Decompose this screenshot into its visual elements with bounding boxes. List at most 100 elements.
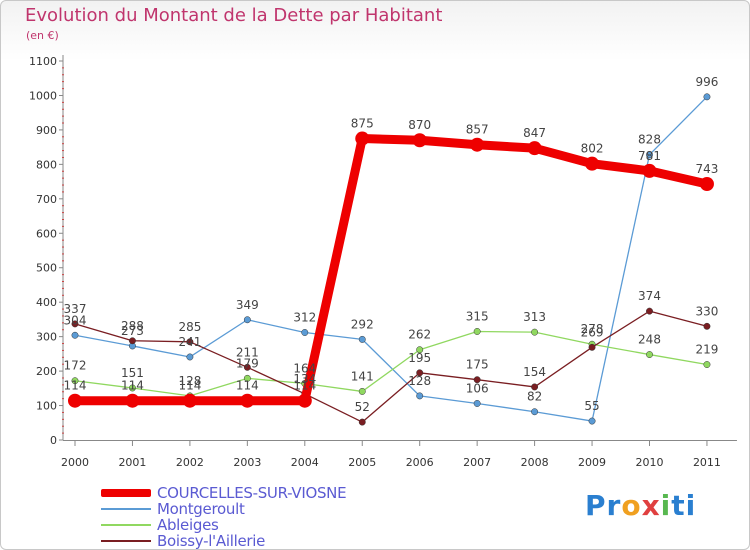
data-point (527, 141, 542, 156)
data-label: 55 (584, 399, 599, 413)
data-point (416, 369, 424, 377)
data-label: 278 (581, 322, 604, 336)
data-label: 211 (236, 345, 259, 359)
data-label: 315 (466, 309, 489, 323)
y-tick-label: 900 (36, 124, 57, 137)
data-label: 164 (293, 361, 316, 375)
x-tick-label: 2002 (176, 456, 204, 469)
legend-label: COURCELLES-SUR-VIOSNE (157, 484, 347, 502)
data-label: 114 (121, 379, 144, 393)
data-point (301, 329, 309, 336)
data-point (186, 353, 194, 361)
data-point (642, 163, 657, 178)
data-point (71, 331, 79, 339)
data-label: 870 (408, 118, 431, 132)
legend-swatch (101, 508, 151, 510)
y-tick-label: 700 (36, 193, 57, 206)
data-label: 349 (236, 298, 259, 312)
data-point (358, 335, 366, 343)
x-tick-label: 2011 (693, 456, 721, 469)
unit-label: (en €) (26, 29, 59, 42)
data-label: 114 (64, 379, 87, 393)
data-label: 875 (351, 117, 374, 131)
data-point (646, 351, 653, 359)
y-tick-label: 400 (36, 296, 57, 309)
y-tick-label: 500 (36, 262, 57, 275)
data-point (186, 338, 194, 346)
y-tick-label: 600 (36, 227, 57, 240)
data-point (243, 316, 251, 324)
data-label: 828 (638, 133, 661, 147)
data-label: 141 (351, 369, 374, 383)
data-point (531, 328, 539, 336)
data-label: 781 (638, 149, 661, 163)
y-tick-label: 100 (36, 400, 57, 413)
y-tick-label: 1100 (29, 55, 57, 68)
data-point (703, 93, 711, 101)
legend-swatch (101, 540, 151, 542)
data-label: 847 (523, 126, 546, 140)
data-label: 337 (64, 302, 87, 316)
data-point (588, 343, 596, 351)
data-label: 857 (466, 123, 489, 137)
data-point (358, 387, 366, 395)
data-label: 288 (121, 319, 144, 333)
data-label: 106 (466, 381, 489, 395)
data-label: 292 (351, 317, 374, 331)
data-point (699, 177, 714, 192)
data-label: 273 (121, 324, 144, 338)
data-label: 269 (581, 325, 604, 339)
data-label: 304 (64, 313, 87, 327)
x-tick-label: 2001 (118, 456, 146, 469)
data-point (646, 151, 653, 159)
y-tick-label: 200 (36, 365, 57, 378)
y-tick-label: 300 (36, 331, 57, 344)
data-label: 151 (121, 366, 144, 380)
data-label: 313 (523, 310, 546, 324)
data-label: 312 (293, 311, 316, 325)
series-line (74, 96, 708, 422)
data-label: 219 (695, 343, 718, 357)
data-point (68, 393, 82, 408)
data-point (703, 322, 711, 330)
data-point (182, 393, 197, 408)
series-line (74, 330, 708, 397)
data-point (71, 320, 79, 328)
legend-swatch (101, 524, 151, 526)
data-point (531, 408, 539, 416)
x-tick-label: 2009 (578, 456, 606, 469)
data-label: 330 (695, 304, 718, 318)
data-point (473, 376, 481, 384)
x-tick-label: 2004 (291, 456, 319, 469)
x-tick-label: 2006 (406, 456, 434, 469)
data-point (588, 417, 596, 425)
data-labels-layer: 304 273 241 349 312 292 128 106 82 55 828 996 172 151… (64, 75, 719, 414)
legend-label: Montgeroult (157, 500, 245, 518)
y-tick-label: 800 (36, 158, 57, 171)
y-tick-label: 0 (50, 434, 57, 447)
data-label: 996 (695, 75, 718, 89)
data-label: 114 (293, 379, 316, 393)
x-tick-label: 2005 (348, 456, 376, 469)
legend-label: Ableiges (157, 516, 219, 534)
x-tick-label: 2010 (636, 456, 664, 469)
data-point (703, 361, 711, 368)
proxiti-logo: Proxiti (585, 489, 697, 522)
data-point (297, 393, 312, 408)
data-point (243, 363, 251, 371)
data-label: 262 (408, 328, 431, 342)
data-point (240, 393, 255, 408)
data-label: 52 (355, 400, 370, 414)
data-point (473, 328, 481, 335)
y-tick-label: 1000 (29, 89, 57, 102)
data-point (416, 346, 424, 354)
data-label: 172 (64, 359, 87, 373)
series-layer (68, 93, 714, 426)
data-label: 154 (523, 365, 546, 379)
data-point (412, 133, 427, 148)
data-label: 743 (695, 162, 718, 176)
data-label: 128 (408, 374, 431, 388)
data-point (243, 374, 251, 382)
